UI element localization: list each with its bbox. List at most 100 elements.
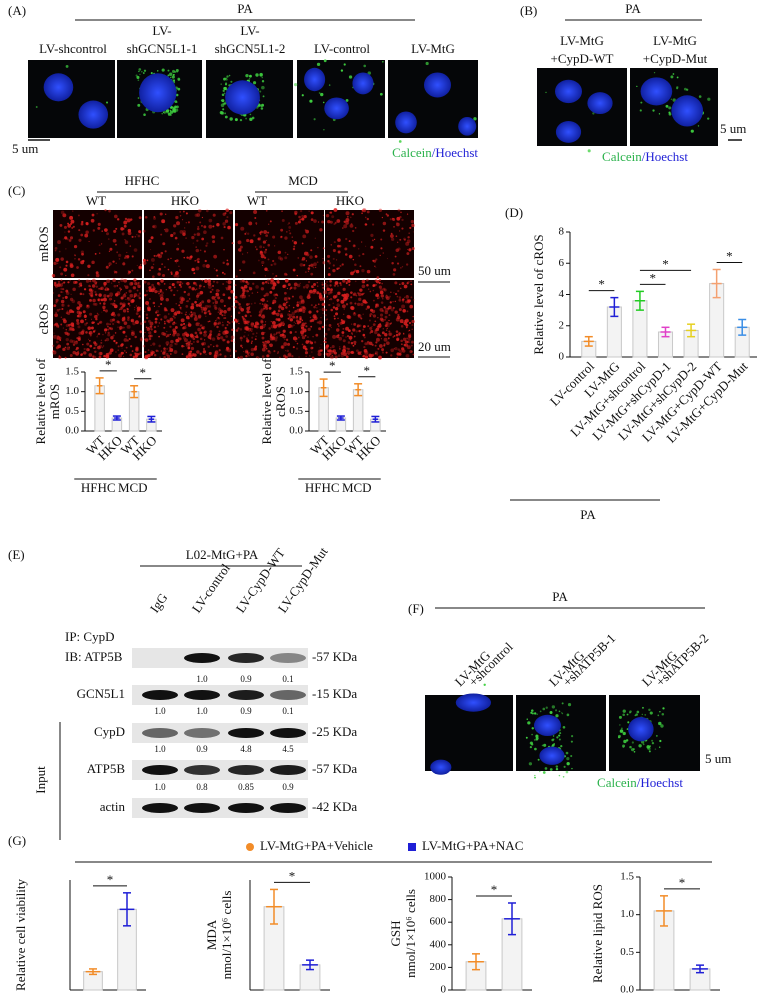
ros-dot xyxy=(108,262,112,266)
ros-dot xyxy=(187,341,191,345)
ros-dot xyxy=(343,224,348,229)
ros-dot xyxy=(152,225,155,229)
ros-dot xyxy=(401,282,405,285)
calcein-dot xyxy=(221,93,225,97)
ros-dot xyxy=(231,305,233,308)
ros-dot xyxy=(405,295,410,299)
ros-dot xyxy=(281,346,284,349)
ros-dot xyxy=(216,336,221,340)
ros-dot xyxy=(370,233,374,237)
ros-dot xyxy=(350,341,354,345)
ros-dot xyxy=(89,344,93,348)
ros-dot xyxy=(55,257,60,262)
y-tick-label: 1.5 xyxy=(620,871,634,883)
calcein-dot xyxy=(260,107,264,110)
ros-dot xyxy=(64,346,67,349)
ros-dot xyxy=(405,353,410,358)
label: 1.0 xyxy=(196,674,208,684)
calcein-dot xyxy=(566,757,570,761)
ros-dot xyxy=(160,279,164,283)
ros-dot xyxy=(76,310,81,315)
ros-dot xyxy=(146,293,149,296)
ros-dot xyxy=(188,352,192,357)
ros-dot xyxy=(80,284,83,287)
ros-dot xyxy=(92,229,96,232)
ros-dot xyxy=(80,250,84,254)
ros-dot xyxy=(87,264,91,269)
ros-dot xyxy=(102,333,104,336)
ros-dot xyxy=(163,308,167,312)
ros-dot xyxy=(139,337,144,341)
ros-dot xyxy=(274,338,278,342)
ros-dot xyxy=(366,269,371,274)
y-tick-label: 1.0 xyxy=(289,385,303,397)
ros-dot xyxy=(296,303,300,307)
calcein-dot xyxy=(322,101,325,104)
calcein-dot xyxy=(638,744,642,748)
ros-dot xyxy=(112,318,116,322)
ros-dot xyxy=(240,344,243,348)
label: LV-MtG xyxy=(411,41,455,56)
ros-dot xyxy=(159,289,163,292)
ros-dot xyxy=(292,336,297,341)
ros-dot xyxy=(343,293,346,296)
ros-dot xyxy=(403,343,407,347)
ros-dot xyxy=(363,292,365,294)
ros-dot xyxy=(339,282,342,285)
ros-dot xyxy=(371,353,375,356)
ros-dot xyxy=(380,318,385,323)
ros-dot xyxy=(238,248,242,252)
ros-dot xyxy=(219,353,222,356)
ros-dot xyxy=(90,218,95,223)
ros-dot xyxy=(325,352,329,356)
ros-dot xyxy=(246,252,249,254)
ros-dot xyxy=(399,283,401,286)
ros-dot xyxy=(175,322,177,324)
ros-dot xyxy=(301,336,306,340)
ros-dot xyxy=(330,244,332,246)
ros-dot xyxy=(185,315,190,320)
nucleus xyxy=(455,693,491,712)
ros-dot xyxy=(165,298,169,302)
ros-dot xyxy=(302,345,307,350)
ros-dot xyxy=(131,299,135,303)
calcein-dot xyxy=(143,69,147,72)
ros-dot xyxy=(227,296,231,300)
ros-dot xyxy=(100,286,104,290)
ros-dot xyxy=(200,324,203,327)
ros-dot xyxy=(333,208,338,212)
ros-dot xyxy=(250,322,255,326)
ros-dot xyxy=(163,322,166,325)
ros-dot xyxy=(312,314,317,319)
error-bar xyxy=(711,268,722,299)
ros-dot xyxy=(300,333,304,337)
ros-dot xyxy=(60,272,64,276)
ros-dot xyxy=(208,320,211,322)
calcein-dot xyxy=(629,710,632,713)
ros-dot xyxy=(133,248,138,252)
ros-dot xyxy=(357,314,361,317)
ros-dot xyxy=(193,233,196,236)
ros-dot xyxy=(60,257,64,261)
ros-dot xyxy=(349,223,354,228)
ros-dot xyxy=(397,208,401,212)
calcein-dot xyxy=(105,101,109,104)
ros-dot xyxy=(370,312,373,315)
ros-dot xyxy=(115,351,117,353)
ros-dot xyxy=(280,228,284,232)
ros-dot xyxy=(264,280,268,284)
ros-dot xyxy=(260,320,264,324)
ros-dot xyxy=(196,227,200,231)
ros-dot xyxy=(327,273,331,277)
label: 0.85 xyxy=(238,782,254,792)
ros-dot xyxy=(383,344,386,347)
calcein-dot xyxy=(631,741,634,744)
ros-dot xyxy=(412,353,415,356)
ros-dot xyxy=(289,316,291,319)
ros-dot xyxy=(247,334,249,336)
ros-dot xyxy=(220,236,224,240)
ros-dot xyxy=(268,223,270,225)
ros-dot xyxy=(343,345,346,348)
ros-dot xyxy=(59,339,62,341)
ros-dot xyxy=(382,221,387,226)
